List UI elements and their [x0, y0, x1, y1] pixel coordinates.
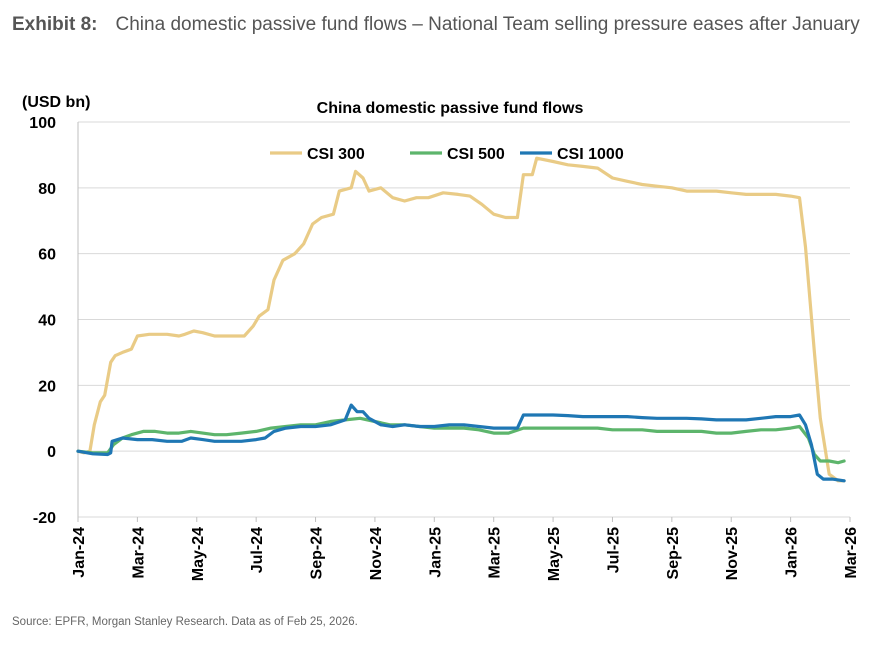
y-axis-label: (USD bn): [22, 94, 90, 111]
x-tick-label: Mar-26: [843, 527, 860, 579]
x-tick-label: Jan-25: [427, 527, 444, 578]
x-tick-label: Nov-25: [724, 527, 741, 580]
y-tick-label: 40: [38, 313, 56, 330]
x-tick-labels: Jan-24 Mar-24 May-24 Jul-24 Sep-24 Nov-24 Jan-…: [71, 527, 860, 581]
series-line-csi-1000: [76, 403, 846, 483]
legend-label: CSI 300: [307, 146, 365, 163]
y-tick-label: 80: [38, 181, 56, 198]
series-lines: [76, 156, 846, 483]
series-line-csi-300: [76, 156, 846, 483]
x-tick-label: Nov-24: [368, 527, 385, 580]
y-tick-label: 60: [38, 247, 56, 264]
exhibit-heading: Exhibit 8: China domestic passive fund fl…: [12, 8, 862, 42]
gridlines: [77, 121, 851, 522]
legend-label: CSI 1000: [557, 146, 624, 163]
y-tick-label: -20: [33, 510, 56, 527]
x-tick-label: Sep-24: [309, 527, 326, 580]
x-tick-label: Mar-24: [130, 527, 147, 579]
y-tick-label: 20: [38, 378, 56, 395]
x-tick-label: Jul-24: [249, 527, 266, 573]
x-tick-label: Jan-26: [784, 527, 801, 578]
series-line-csi-500: [76, 416, 846, 465]
x-tick-label: Mar-25: [487, 527, 504, 579]
x-tick-label: May-25: [546, 527, 563, 581]
y-tick-label: 0: [47, 444, 56, 461]
x-tick-label: May-24: [190, 527, 207, 581]
x-tick-label: Sep-25: [665, 527, 682, 580]
legend-label: CSI 500: [447, 146, 505, 163]
legend: CSI 300 CSI 500 CSI 1000: [270, 146, 624, 163]
exhibit-label: Exhibit 8:: [12, 14, 98, 35]
x-tick-label: Jul-25: [605, 527, 622, 573]
y-tick-label: 100: [29, 115, 56, 132]
chart-title: China domestic passive fund flows: [317, 100, 584, 117]
source-note: Source: EPFR, Morgan Stanley Research. D…: [12, 616, 358, 628]
y-tick-labels: -20 0 20 40 60 80 100: [29, 115, 56, 527]
exhibit-title: China domestic passive fund flows – Nati…: [115, 14, 860, 35]
x-tick-label: Jan-24: [71, 527, 88, 578]
line-chart: (USD bn) China domestic passive fund flo…: [22, 94, 860, 581]
